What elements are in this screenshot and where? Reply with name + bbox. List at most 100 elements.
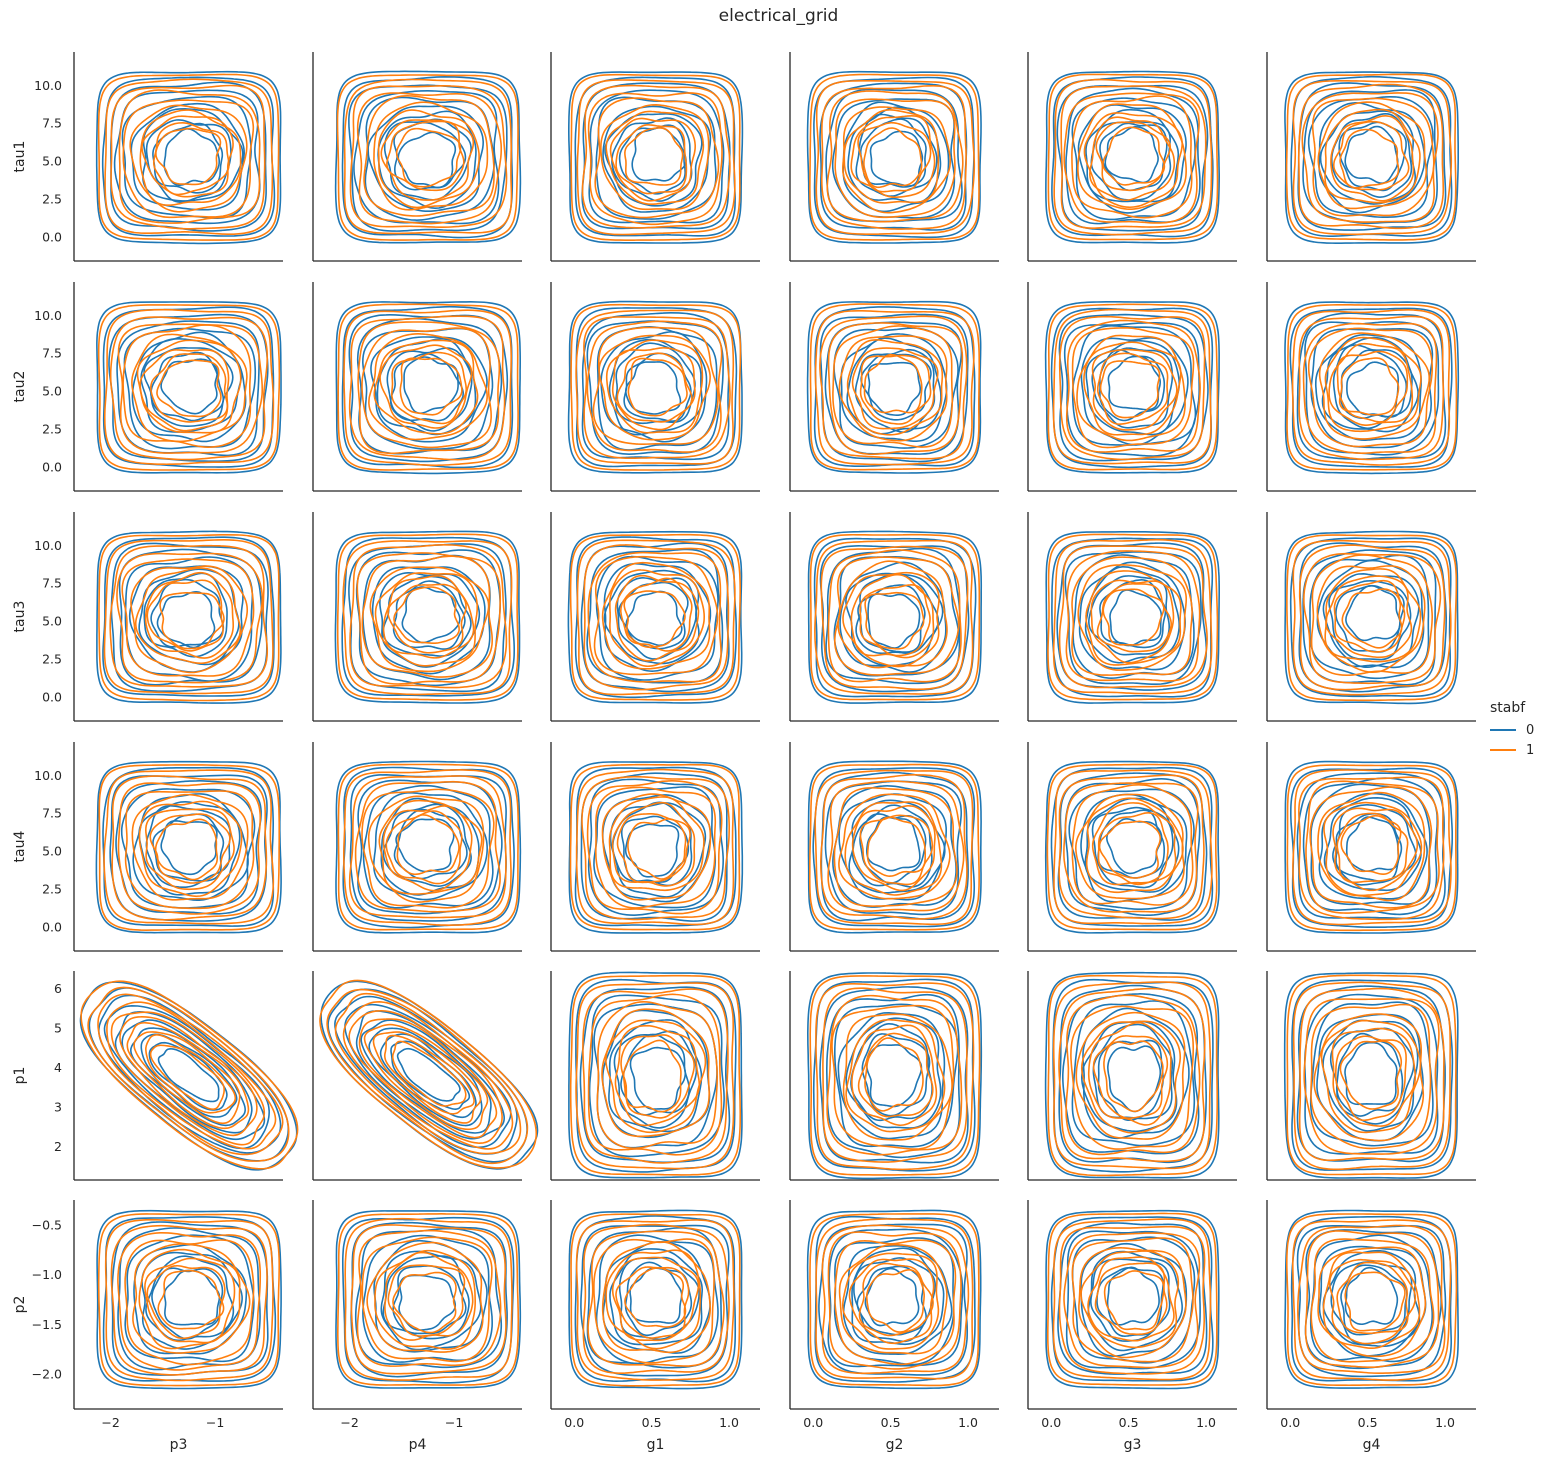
y-tick-label: 0.0 bbox=[42, 229, 62, 244]
x-tick-label: 0.0 bbox=[1280, 1415, 1300, 1430]
x-tick-label: 0.0 bbox=[803, 1415, 823, 1430]
legend-label-1: 1 bbox=[1526, 743, 1534, 758]
y-axis-label: tau2 bbox=[12, 371, 28, 403]
y-tick-label: 0.0 bbox=[42, 919, 62, 934]
contour-line bbox=[616, 1267, 689, 1338]
legend: stabf 0 1 bbox=[1490, 700, 1534, 760]
y-tick-label: 2.5 bbox=[42, 191, 62, 206]
contour-line bbox=[868, 363, 920, 416]
contour-line bbox=[865, 593, 924, 649]
y-axis-label: tau3 bbox=[12, 601, 28, 633]
contour-line bbox=[157, 592, 214, 648]
panel-tau3-g3 bbox=[1028, 512, 1237, 721]
y-tick-label: 5.0 bbox=[42, 614, 62, 629]
y-axis-label: tau4 bbox=[12, 830, 28, 862]
y-tick-label: 5 bbox=[54, 1021, 62, 1036]
contour-line bbox=[1063, 994, 1199, 1154]
contour-line bbox=[1103, 127, 1164, 185]
contour-line bbox=[394, 587, 459, 643]
x-tick-label: 0.5 bbox=[1119, 1415, 1139, 1430]
contour-line bbox=[867, 817, 920, 870]
y-tick-label: 7.5 bbox=[42, 346, 62, 361]
panel-p2-g2: 0.0 0.5 1.0g2 bbox=[790, 1200, 999, 1453]
contour-line bbox=[867, 1045, 922, 1107]
contours-stabf-1 bbox=[338, 534, 518, 700]
contour-line bbox=[142, 1253, 242, 1350]
y-tick-label: 5.0 bbox=[42, 154, 62, 169]
x-tick-label: −2 bbox=[340, 1415, 358, 1430]
contour-line bbox=[597, 557, 718, 680]
y-tick-label: 2.5 bbox=[42, 881, 62, 896]
contour-line bbox=[354, 91, 499, 224]
contour-line bbox=[1108, 1267, 1160, 1324]
contour-line bbox=[1058, 1223, 1207, 1374]
contour-line bbox=[156, 819, 218, 879]
y-tick-label: 0.0 bbox=[42, 689, 62, 704]
panel-p1-g2 bbox=[790, 971, 999, 1180]
contour-line bbox=[112, 543, 269, 691]
panel-tau1-g3 bbox=[1028, 52, 1237, 261]
contour-line bbox=[157, 360, 221, 416]
contour-line bbox=[846, 1018, 940, 1128]
y-tick-label: 5.0 bbox=[42, 844, 62, 859]
contour-line bbox=[865, 1038, 923, 1111]
contour-line bbox=[871, 131, 923, 186]
y-tick-label: 2.5 bbox=[42, 421, 62, 436]
contour-line bbox=[1331, 1262, 1411, 1344]
panel-tau3-g2 bbox=[790, 512, 999, 721]
panel-p2-g3: 0.0 0.5 1.0g3 bbox=[1028, 1200, 1237, 1453]
contour-line bbox=[848, 107, 940, 203]
contour-line bbox=[1105, 127, 1158, 183]
contours-stabf-1 bbox=[99, 305, 280, 470]
panel-tau1-g1 bbox=[551, 52, 760, 261]
x-axis-label: p3 bbox=[170, 1437, 188, 1453]
y-tick-label: 7.5 bbox=[42, 806, 62, 821]
x-tick-label: −1 bbox=[206, 1415, 224, 1430]
y-tick-label: 6 bbox=[54, 981, 62, 996]
x-tick-label: 0.0 bbox=[1041, 1415, 1061, 1430]
contour-line bbox=[1323, 338, 1419, 432]
contour-line bbox=[621, 1034, 689, 1115]
contour-line bbox=[1094, 1036, 1168, 1118]
y-tick-label: 10.0 bbox=[34, 538, 62, 553]
panel-tau3-p4 bbox=[313, 512, 522, 721]
contour-line bbox=[1346, 586, 1400, 641]
contour-line bbox=[626, 824, 679, 876]
contour-line bbox=[1309, 97, 1433, 217]
contour-line bbox=[99, 305, 280, 470]
y-tick-label: 3 bbox=[54, 1100, 62, 1115]
contours-stabf-1 bbox=[571, 765, 740, 930]
contours-stabf-0 bbox=[1285, 973, 1458, 1178]
panel-tau3-g1 bbox=[551, 512, 760, 721]
y-tick-label: 7.5 bbox=[42, 116, 62, 131]
y-tick-label: 10.0 bbox=[34, 768, 62, 783]
contour-line bbox=[338, 304, 518, 470]
contour-line bbox=[865, 1269, 918, 1326]
panel-tau2-p4 bbox=[313, 282, 522, 491]
contour-line bbox=[868, 594, 919, 648]
panel-tau4-p3: 0.0 2.5 5.0 7.5 10.0 tau4 bbox=[12, 742, 283, 951]
legend-swatch-1 bbox=[1490, 749, 1516, 751]
x-axis-label: g4 bbox=[1363, 1437, 1381, 1453]
contour-line bbox=[599, 336, 710, 440]
panel-tau4-g4 bbox=[1267, 742, 1476, 951]
contour-line bbox=[1347, 362, 1398, 417]
y-tick-label: −1.0 bbox=[32, 1267, 62, 1282]
x-tick-label: 1.0 bbox=[719, 1415, 739, 1430]
contour-line bbox=[1110, 590, 1161, 646]
y-tick-label: 4 bbox=[54, 1060, 62, 1075]
contour-line bbox=[1345, 127, 1398, 184]
y-tick-label: 10.0 bbox=[34, 308, 62, 323]
contour-line bbox=[632, 128, 686, 181]
y-axis-label: tau1 bbox=[12, 141, 28, 173]
contours-stabf-1 bbox=[338, 75, 519, 240]
contours-stabf-1 bbox=[1287, 305, 1456, 470]
contour-line bbox=[606, 1020, 706, 1132]
panel-tau1-p4 bbox=[313, 52, 522, 261]
contour-line bbox=[1340, 1041, 1401, 1109]
contour-line bbox=[593, 328, 718, 445]
panel-tau4-g3 bbox=[1028, 742, 1237, 951]
